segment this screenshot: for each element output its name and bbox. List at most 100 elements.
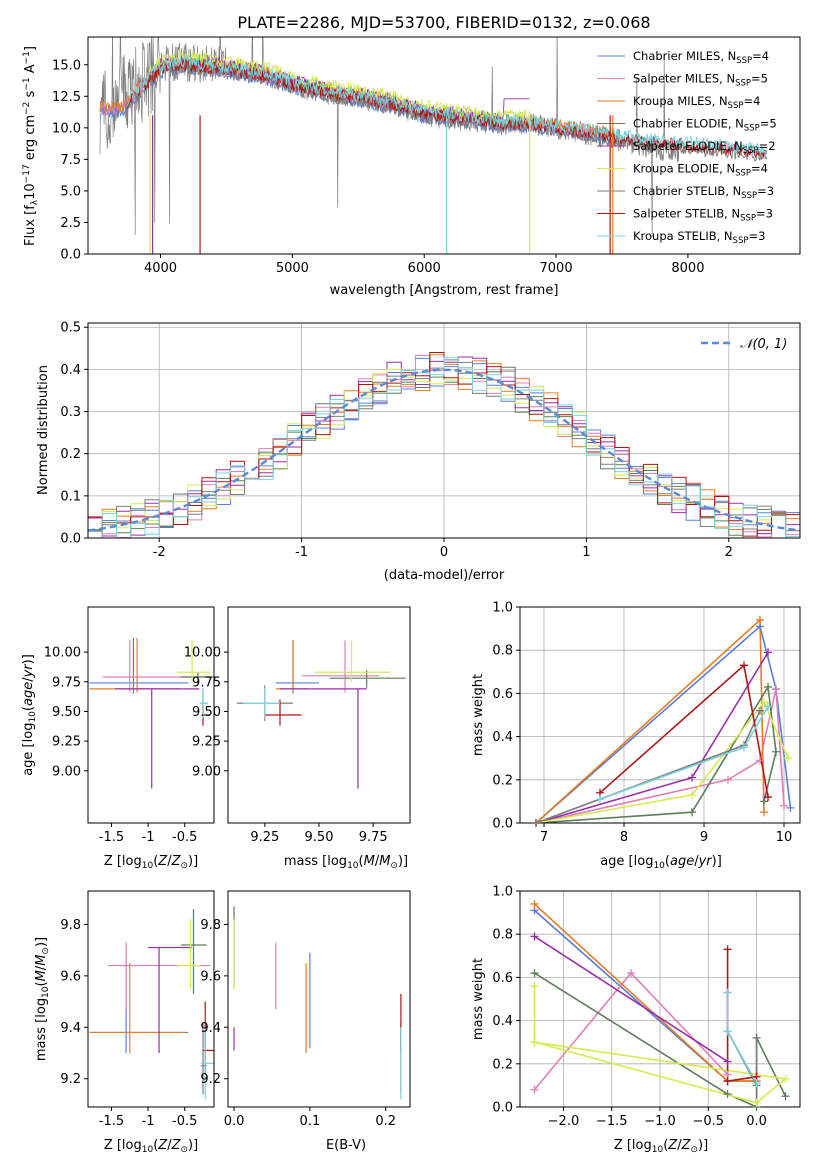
weight-point-marker xyxy=(596,795,604,804)
x-tick-label: 0.0 xyxy=(746,1114,767,1129)
y-tick-label: 0.0 xyxy=(492,817,513,832)
y-tick-label: 9.8 xyxy=(200,918,221,933)
weight-series-line xyxy=(535,700,789,823)
x-axis-label: E(B-V) xyxy=(326,1138,366,1153)
x-tick-label: -1.5 xyxy=(99,1114,124,1129)
weight-point-marker xyxy=(752,1033,761,1042)
weight-point-marker xyxy=(756,756,764,765)
x-tick-label: −1.0 xyxy=(644,1114,676,1129)
weight-point-marker xyxy=(530,932,539,941)
y-axis-label: Flux [fλ10−17 erg cm−2 s−1 A−1] xyxy=(22,46,40,246)
legend-label: 𝒩(0, 1) xyxy=(740,337,787,352)
weight-point-marker xyxy=(723,1057,732,1066)
x-tick-label: -1 xyxy=(295,545,308,560)
y-tick-label: 9.6 xyxy=(200,969,221,984)
y-tick-label: 0.2 xyxy=(492,1057,513,1072)
weight-point-marker xyxy=(723,1077,732,1086)
y-tick-label: 0.2 xyxy=(492,773,513,788)
weight-point-marker xyxy=(688,808,696,817)
normal-curve xyxy=(88,368,800,532)
x-axis-label: (data-model)/error xyxy=(384,568,505,583)
y-tick-label: 5.0 xyxy=(60,184,81,199)
weight-point-marker xyxy=(772,747,780,756)
x-tick-label: 9 xyxy=(700,830,708,845)
y-tick-label: 0.2 xyxy=(60,447,81,462)
weight-series-line xyxy=(535,624,792,823)
weight-point-marker xyxy=(752,1079,761,1088)
weight-point-marker xyxy=(530,969,539,978)
weight-series-line xyxy=(533,909,757,1082)
weight-series-line xyxy=(535,684,777,823)
weight-point-marker xyxy=(772,685,780,694)
weight-series-line xyxy=(599,663,769,798)
weight-point-marker xyxy=(764,793,772,802)
y-tick-label: 0.4 xyxy=(492,730,513,745)
y-tick-label: 0.8 xyxy=(492,644,513,659)
x-tick-label: -0.5 xyxy=(172,1114,197,1129)
y-tick-label: 9.4 xyxy=(60,1021,81,1036)
mass_vs_ebv-plot-area xyxy=(233,906,402,1100)
x-axis-label: mass [log10(M/M⊙)] xyxy=(284,854,408,871)
data-spectrum-line xyxy=(99,37,682,238)
x-tick-label: -2 xyxy=(153,545,166,560)
legend-label: Chabrier STELIB, NSSP=3 xyxy=(633,184,774,201)
weight-point-marker xyxy=(756,706,764,715)
weight_vs_age-frame xyxy=(519,606,801,824)
x-tick-label: -1 xyxy=(142,830,155,845)
weight-series-line xyxy=(534,935,729,1063)
legend-label: Kroupa ELODIE, NSSP=4 xyxy=(633,162,768,179)
legend-label: Chabrier ELODIE, NSSP=5 xyxy=(633,117,777,134)
y-axis-label: mass [log10(M/M⊙)] xyxy=(34,937,51,1061)
legend-label: Salpeter MILES, NSSP=5 xyxy=(633,72,768,89)
x-tick-label: 9.25 xyxy=(250,830,279,845)
x-tick-label: -1.5 xyxy=(99,830,124,845)
y-tick-label: 0.3 xyxy=(60,405,81,420)
weight-point-marker xyxy=(760,797,768,806)
x-tick-label: −0.5 xyxy=(692,1114,724,1129)
chart-title: PLATE=2286, MJD=53700, FIBERID=0132, z=0… xyxy=(237,13,650,32)
weight-point-marker xyxy=(756,615,764,624)
y-tick-label: 9.00 xyxy=(52,764,81,779)
x-tick-label: −1.5 xyxy=(596,1114,628,1129)
age_vs_mass-plot-area xyxy=(236,640,406,789)
mass_vs_Z-axes: -1.5 -1 -0.5 9.2 9.4 9.6 9.8 xyxy=(60,890,215,1129)
weight-point-marker xyxy=(530,1038,539,1047)
x-tick-label: 7000 xyxy=(540,261,573,276)
residuals-plot-area xyxy=(88,352,800,538)
x-tick-label: 7 xyxy=(540,830,548,845)
y-tick-label: 9.2 xyxy=(200,1072,221,1087)
x-tick-label: 8 xyxy=(620,830,628,845)
x-axis-label: age [log10(age/yr)] xyxy=(600,854,722,871)
weight-point-marker xyxy=(688,790,696,799)
weight-point-marker xyxy=(724,775,732,784)
weight-point-marker xyxy=(723,988,732,997)
y-tick-label: 10.00 xyxy=(184,646,221,661)
weight-point-marker xyxy=(530,899,539,908)
y-tick-label: 0.4 xyxy=(60,363,81,378)
age_vs_Z-plot-area xyxy=(89,637,214,789)
weight-point-marker xyxy=(740,743,748,752)
y-tick-label: 12.5 xyxy=(52,90,81,105)
spectrum-plot-area xyxy=(99,37,768,254)
weight-series-line xyxy=(599,705,769,800)
x-tick-label: 6000 xyxy=(408,261,441,276)
age_vs_mass-frame xyxy=(227,606,411,824)
y-tick-label: 9.75 xyxy=(192,675,221,690)
y-axis-label: mass weight xyxy=(471,958,486,1040)
x-tick-label: 0 xyxy=(440,545,448,560)
weight-point-marker xyxy=(723,1090,732,1099)
x-axis-label: wavelength [Angstrom, rest frame] xyxy=(330,283,559,298)
weight-point-marker xyxy=(530,1085,539,1094)
x-axis-label: Z [log10(Z/Z⊙)] xyxy=(614,1138,708,1155)
age_vs_Z-axes: -1.5 -1 -0.5 9.00 9.25 9.50 9.75 10.00 xyxy=(44,606,215,845)
weight-point-marker xyxy=(764,682,772,691)
y-tick-label: 9.25 xyxy=(192,735,221,750)
weight-point-marker xyxy=(723,945,732,954)
weight-point-marker xyxy=(760,698,768,707)
x-tick-label: −2.0 xyxy=(548,1114,580,1129)
x-axis-label: Z [log10(Z/Z⊙)] xyxy=(104,854,198,871)
y-tick-label: 1.0 xyxy=(492,601,513,616)
y-axis-label: mass weight xyxy=(471,674,486,756)
weight-series-line xyxy=(534,972,787,1107)
y-tick-label: 0.0 xyxy=(60,532,81,547)
